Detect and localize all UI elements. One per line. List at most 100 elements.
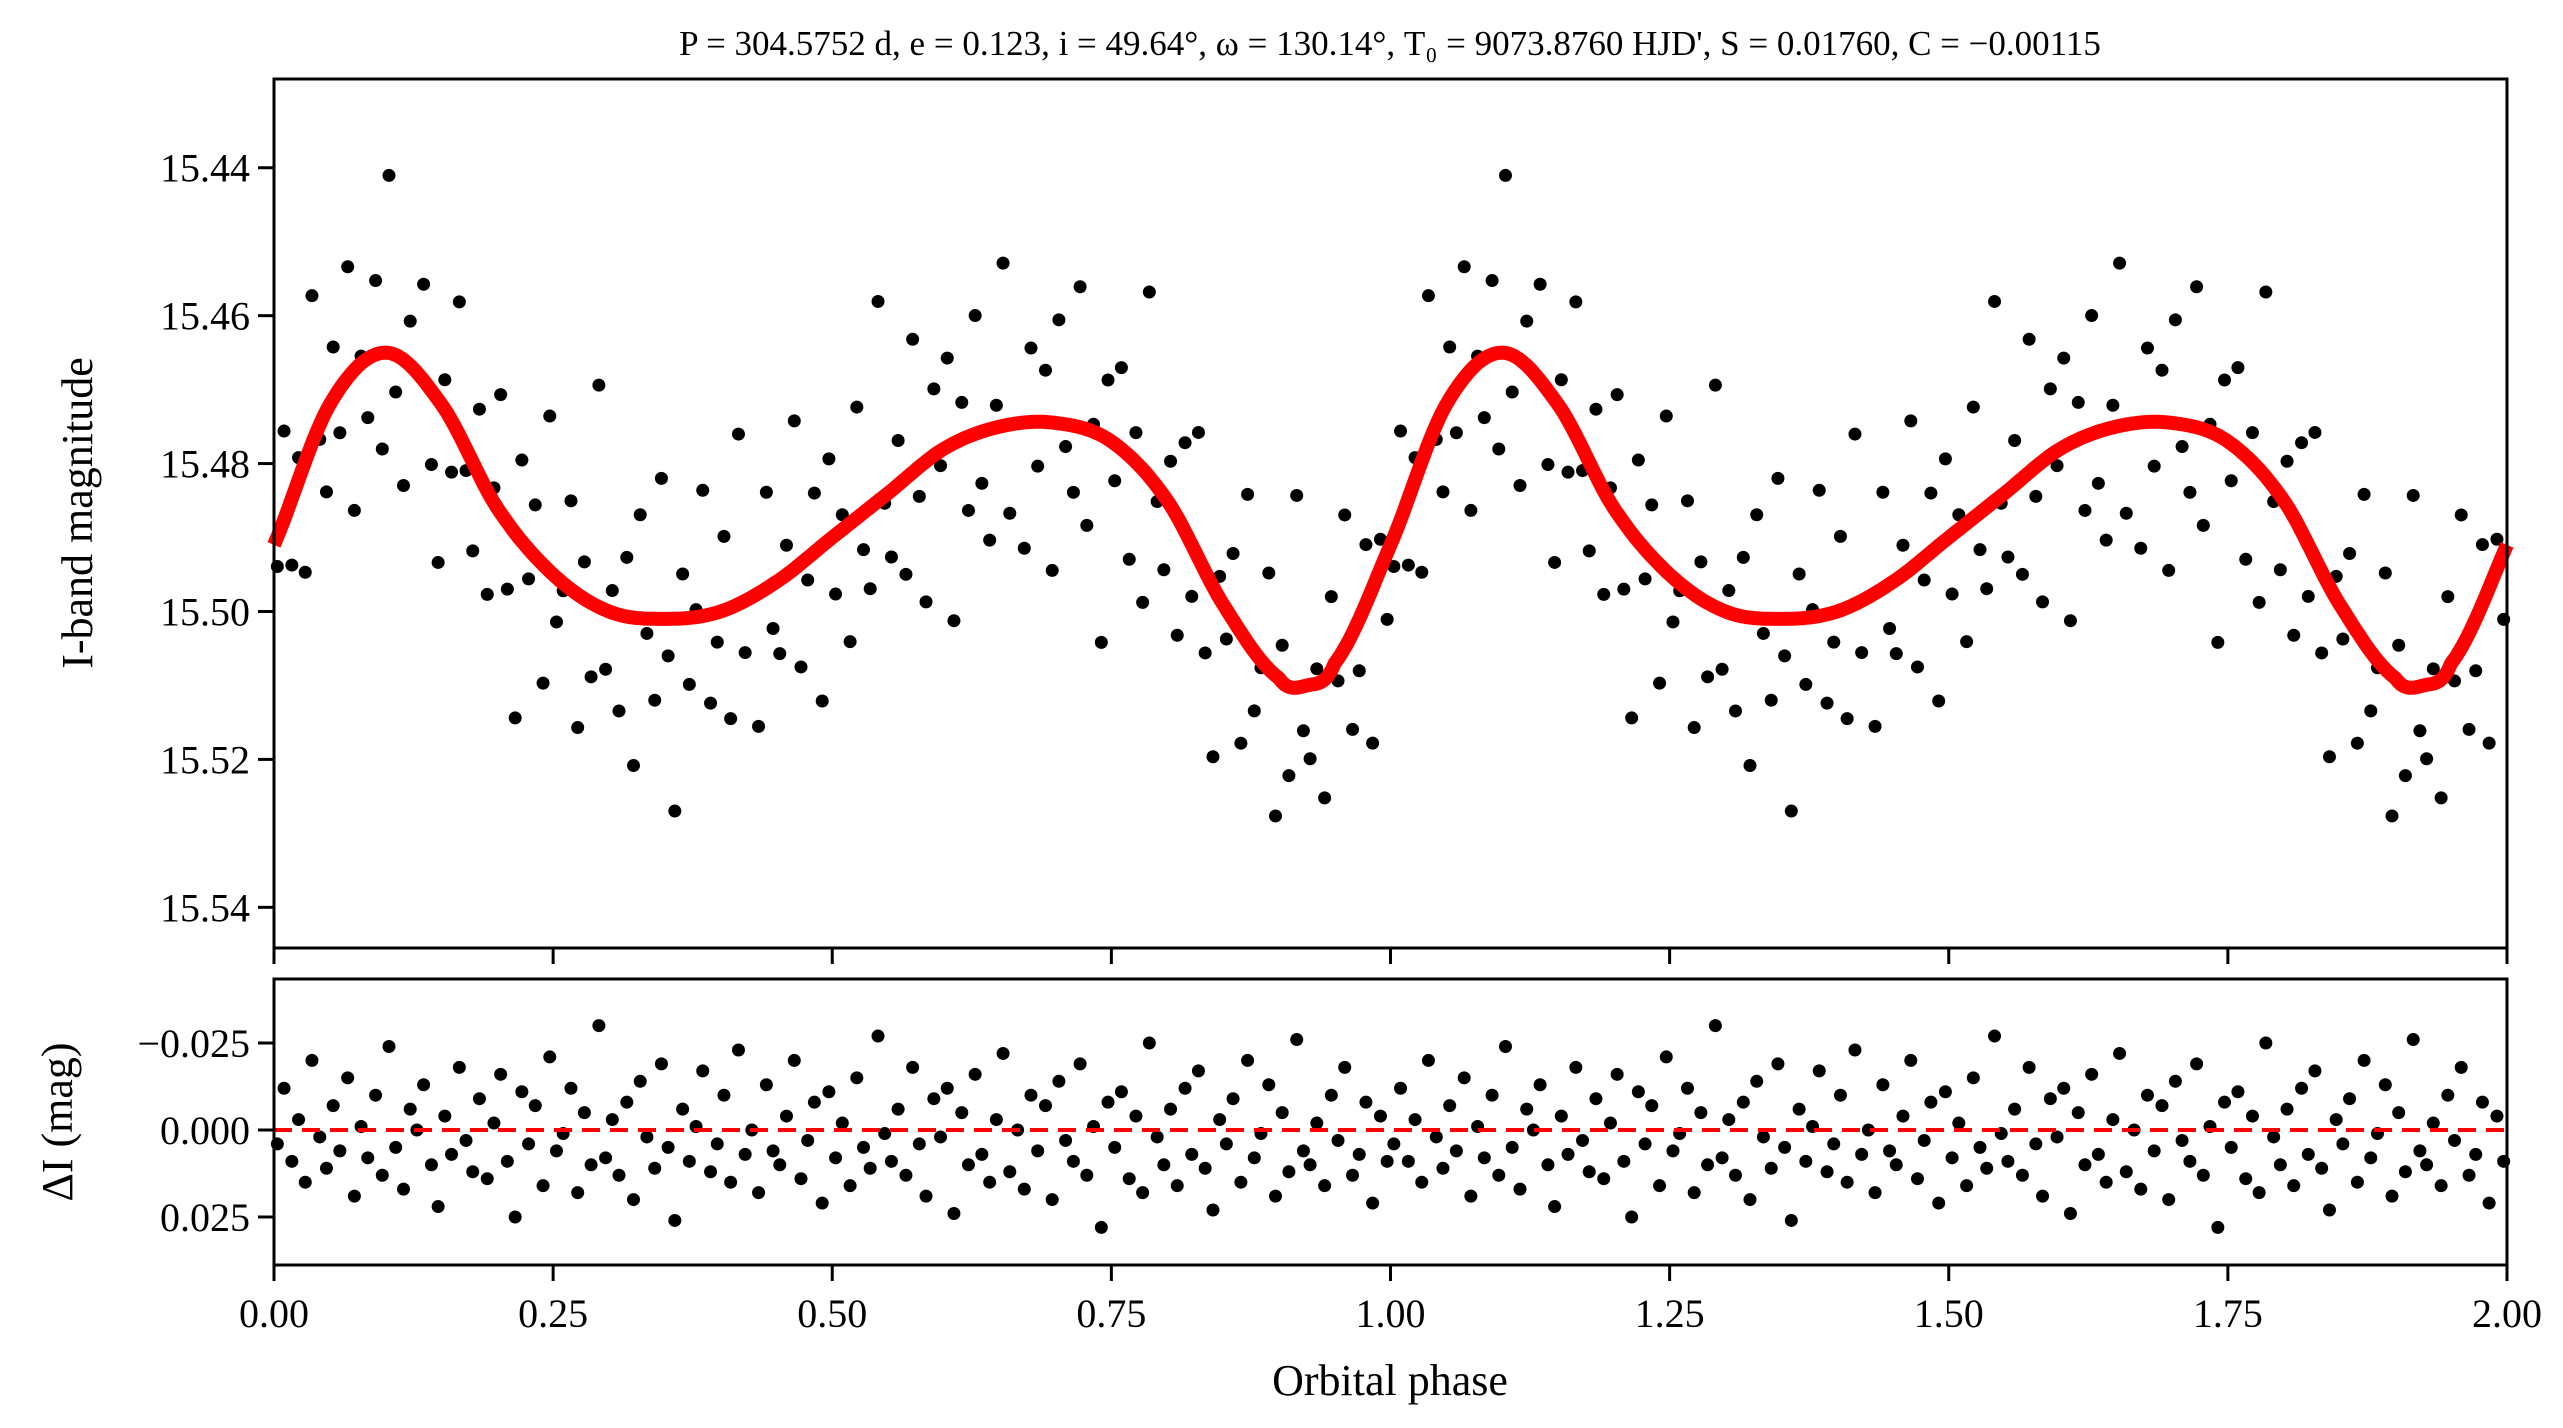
observation-point	[2183, 485, 2197, 499]
observation-point	[731, 427, 745, 441]
x-tick-label: 2.00	[2472, 1291, 2542, 1336]
residual-point	[1073, 1057, 1087, 1071]
observation-point	[2398, 769, 2412, 783]
observation-point	[2273, 563, 2287, 577]
residual-point	[2252, 1186, 2266, 1200]
residual-point	[2406, 1033, 2420, 1047]
residual-point	[1318, 1179, 1332, 1193]
observation-point	[2441, 590, 2455, 604]
observation-point	[2280, 454, 2294, 468]
residual-point	[1910, 1172, 1924, 1186]
x-tick-label: 1.00	[1356, 1291, 1426, 1336]
x-tick-label: 1.50	[1914, 1291, 1984, 1336]
observation-point	[431, 555, 445, 569]
observation-point	[1715, 662, 1729, 676]
observation-point	[627, 759, 641, 773]
observation-point	[480, 587, 494, 601]
residual-point	[2308, 1064, 2322, 1078]
observation-point	[1073, 280, 1087, 294]
observation-point	[1645, 498, 1659, 512]
observation-point	[1792, 567, 1806, 581]
observation-point	[1625, 711, 1639, 725]
residual-point	[2420, 1158, 2434, 1172]
observation-point	[1401, 558, 1415, 572]
observation-point	[1561, 465, 1575, 479]
observation-point	[494, 388, 508, 402]
observation-point	[1303, 752, 1317, 766]
observation-point	[2364, 704, 2378, 718]
residual-point	[1136, 1186, 1150, 1200]
observation-point	[1443, 340, 1457, 354]
residual-point	[1868, 1186, 1882, 1200]
residual-point	[1045, 1193, 1059, 1207]
observation-point	[857, 543, 871, 557]
residual-point	[1756, 1130, 1770, 1144]
residual-point	[1582, 1165, 1596, 1179]
observation-point	[2287, 628, 2301, 642]
observation-point	[947, 614, 961, 628]
residual-point	[731, 1043, 745, 1057]
observation-point	[2168, 313, 2182, 327]
observation-point	[1290, 488, 1304, 502]
residual-point	[2441, 1088, 2455, 1102]
observation-point	[1359, 538, 1373, 552]
residual-point	[2071, 1106, 2085, 1120]
residual-y-tick-label: −0.025	[137, 1021, 250, 1066]
residual-point	[1059, 1133, 1073, 1147]
observation-point	[1380, 612, 1394, 626]
observation-point	[1206, 750, 1220, 764]
observation-point	[2406, 488, 2420, 502]
residual-point	[1736, 1095, 1750, 1109]
observation-point	[1708, 378, 1722, 392]
observation-point	[863, 582, 877, 596]
observation-point	[1876, 485, 1890, 499]
residual-point	[1833, 1088, 1847, 1102]
residual-point	[1896, 1109, 1910, 1123]
observation-point	[1910, 660, 1924, 674]
observation-point	[2357, 487, 2371, 501]
observation-point	[2231, 361, 2245, 375]
observation-point	[2343, 547, 2357, 561]
residual-point	[1812, 1064, 1826, 1078]
observation-point	[1904, 414, 1918, 428]
residual-point	[1645, 1099, 1659, 1113]
residual-point	[1554, 1109, 1568, 1123]
residual-point	[2385, 1189, 2399, 1203]
residual-point	[1436, 1161, 1450, 1175]
observation-point	[1520, 314, 1534, 328]
residual-point	[472, 1092, 486, 1106]
observation-point	[549, 615, 563, 629]
observation-point	[1394, 424, 1408, 438]
residual-point	[1792, 1102, 1806, 1116]
residual-point	[1226, 1092, 1240, 1106]
observation-point	[319, 485, 333, 499]
observation-point	[975, 476, 989, 490]
observation-point	[1052, 313, 1066, 327]
observation-point	[424, 458, 438, 472]
residual-point	[2315, 1161, 2329, 1175]
residual-point	[2155, 1099, 2169, 1113]
residual-point	[2057, 1081, 2071, 1095]
observation-point	[584, 670, 598, 684]
residual-point	[1262, 1078, 1276, 1092]
observation-point	[1722, 584, 1736, 598]
residual-point	[2413, 1144, 2427, 1158]
observation-point	[822, 452, 836, 466]
observation-point	[2057, 351, 2071, 365]
residual-point	[1980, 1161, 1994, 1175]
residual-point	[661, 1140, 675, 1154]
observation-point	[1868, 719, 1882, 733]
residual-point	[1498, 1039, 1512, 1053]
residual-point	[1080, 1168, 1094, 1182]
top-y-tick-label: 15.54	[160, 885, 250, 930]
residual-point	[1324, 1088, 1338, 1102]
residual-point	[2050, 1130, 2064, 1144]
residual-point	[1206, 1203, 1220, 1217]
residual-point	[1960, 1179, 1974, 1193]
observation-point	[1666, 615, 1680, 629]
observation-point	[1178, 436, 1192, 450]
observation-point	[285, 558, 299, 572]
observation-point	[1988, 294, 2002, 308]
residual-point	[277, 1081, 291, 1095]
observation-point	[989, 398, 1003, 412]
